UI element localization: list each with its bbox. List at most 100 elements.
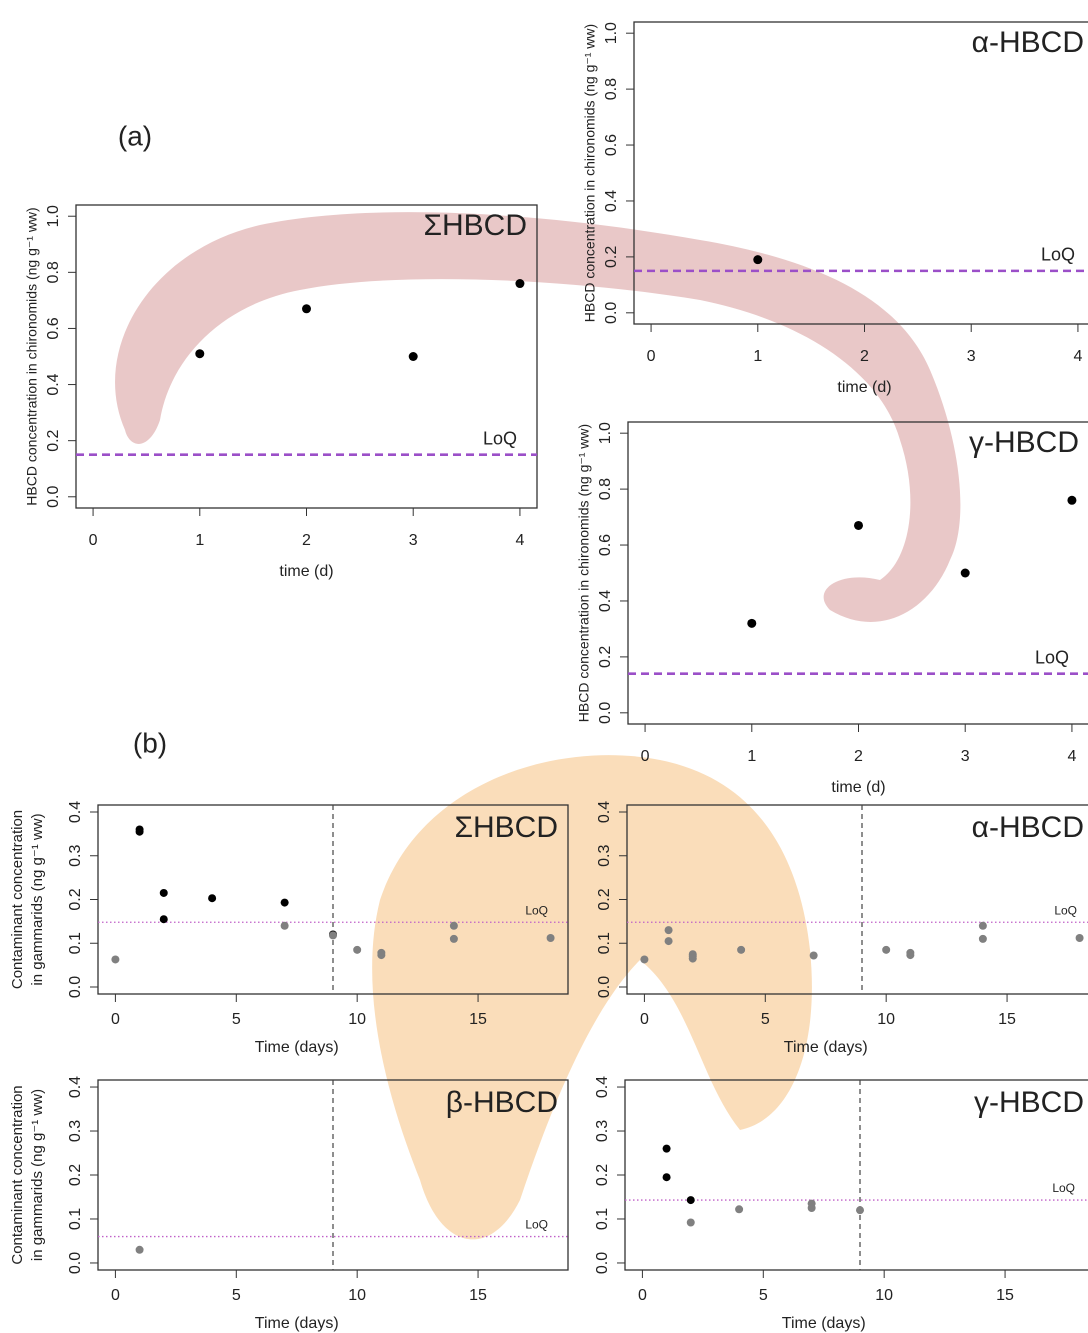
x-axis-title: Time (days) <box>255 1315 339 1332</box>
panel-title: ΣHBCD <box>423 209 527 242</box>
plot-box <box>627 421 1088 725</box>
x-tick-label: 15 <box>469 1287 487 1304</box>
y-tick-label: 0.4 <box>594 1076 611 1098</box>
x-tick-label: 4 <box>1067 748 1076 765</box>
data-point <box>664 926 673 935</box>
x-tick-label: 15 <box>998 1011 1016 1028</box>
data-point <box>735 1205 744 1214</box>
y-axis-title: HBCD concentration in chironomids (ng g⁻… <box>576 424 592 722</box>
x-tick-label: 2 <box>854 748 863 765</box>
x-tick-label: 5 <box>232 1287 241 1304</box>
data-point <box>882 945 891 954</box>
data-point <box>280 898 289 907</box>
y-tick-label: 0.8 <box>597 478 614 500</box>
data-point <box>280 921 289 930</box>
y-tick-label: 0.0 <box>67 1252 84 1274</box>
data-point <box>747 618 757 628</box>
y-tick-label: 0.3 <box>596 845 613 867</box>
y-tick-label: 0.1 <box>67 1208 84 1230</box>
y-tick-label: 0.6 <box>597 534 614 556</box>
data-point <box>807 1203 816 1212</box>
x-tick-label: 2 <box>860 348 869 365</box>
data-point <box>688 954 697 963</box>
y-axis-title: in gammarids (ng g⁻¹ ww) <box>29 1089 46 1261</box>
data-point <box>208 894 217 903</box>
x-tick-label: 5 <box>759 1287 768 1304</box>
y-tick-label: 0.4 <box>597 590 614 612</box>
data-point <box>640 955 649 964</box>
y-tick-label: 0.1 <box>67 932 84 954</box>
data-point <box>195 349 205 359</box>
y-tick-label: 0.4 <box>67 801 84 823</box>
larva-shape <box>115 212 961 622</box>
x-tick-label: 0 <box>640 1011 649 1028</box>
chironomid-image <box>115 212 961 622</box>
y-tick-label: 0.2 <box>603 246 620 268</box>
x-tick-label: 10 <box>348 1287 366 1304</box>
data-point <box>662 1173 671 1182</box>
y-tick-label: 0.3 <box>67 1120 84 1142</box>
y-tick-label: 0.0 <box>594 1252 611 1274</box>
x-tick-label: 0 <box>111 1287 120 1304</box>
x-tick-label: 10 <box>348 1011 366 1028</box>
data-point <box>353 945 362 954</box>
data-point <box>159 915 168 924</box>
y-axis-title: HBCD concentration in chironomids (ng g⁻… <box>24 207 40 505</box>
panel-title: α-HBCD <box>972 26 1084 59</box>
x-tick-label: 0 <box>641 748 650 765</box>
data-point <box>302 304 311 314</box>
panel-title: β-HBCD <box>446 1086 558 1119</box>
panel-label: (a) <box>118 120 152 151</box>
data-point <box>546 934 555 942</box>
loq-label: LoQ <box>1054 903 1077 917</box>
loq-label: LoQ <box>483 428 517 448</box>
loq-label: LoQ <box>1041 245 1075 265</box>
gammarid-image <box>372 755 812 1240</box>
data-point <box>686 1218 695 1227</box>
y-tick-label: 0.2 <box>67 888 84 910</box>
panel-title: γ-HBCD <box>969 426 1079 459</box>
y-tick-label: 0.3 <box>67 845 84 867</box>
y-tick-label: 1.0 <box>603 22 620 44</box>
x-tick-label: 15 <box>996 1287 1014 1304</box>
x-axis-title: Time (days) <box>784 1039 868 1056</box>
x-axis-title: time (d) <box>279 563 333 580</box>
data-point <box>377 951 386 960</box>
data-point <box>449 921 458 930</box>
x-tick-label: 1 <box>747 748 756 765</box>
x-tick-label: 0 <box>89 532 98 549</box>
loq-label: LoQ <box>1035 647 1069 667</box>
data-point <box>856 1206 864 1215</box>
x-tick-label: 10 <box>875 1287 893 1304</box>
y-axis-title: HBCD concentration in chironomids (ng g⁻… <box>582 24 598 322</box>
x-axis-title: time (d) <box>831 779 885 796</box>
data-point <box>1067 495 1077 505</box>
data-point <box>664 937 673 946</box>
y-tick-label: 0.8 <box>45 261 62 283</box>
y-tick-label: 0.4 <box>596 801 613 823</box>
y-axis-title: Contaminant concentration <box>9 1085 26 1264</box>
x-tick-label: 0 <box>111 1011 120 1028</box>
panel-title: ΣHBCD <box>454 811 558 844</box>
x-tick-label: 0 <box>647 348 656 365</box>
y-tick-label: 0.1 <box>596 932 613 954</box>
y-tick-label: 1.0 <box>597 422 614 444</box>
panel-title: γ-HBCD <box>974 1086 1084 1119</box>
data-point <box>449 934 458 943</box>
data-point <box>978 921 987 930</box>
x-tick-label: 3 <box>967 348 976 365</box>
data-point <box>686 1196 695 1205</box>
y-tick-label: 0.2 <box>597 646 614 668</box>
data-point <box>662 1144 671 1153</box>
x-tick-label: 3 <box>409 532 418 549</box>
panel-title: α-HBCD <box>972 811 1084 844</box>
data-point <box>329 931 337 940</box>
data-point <box>515 279 525 289</box>
y-tick-label: 0.6 <box>45 317 62 339</box>
y-tick-label: 0.2 <box>45 429 62 451</box>
y-tick-label: 0.4 <box>45 373 62 395</box>
x-tick-label: 1 <box>753 348 762 365</box>
y-tick-label: 0.2 <box>594 1164 611 1186</box>
y-tick-label: 0.4 <box>603 190 620 212</box>
